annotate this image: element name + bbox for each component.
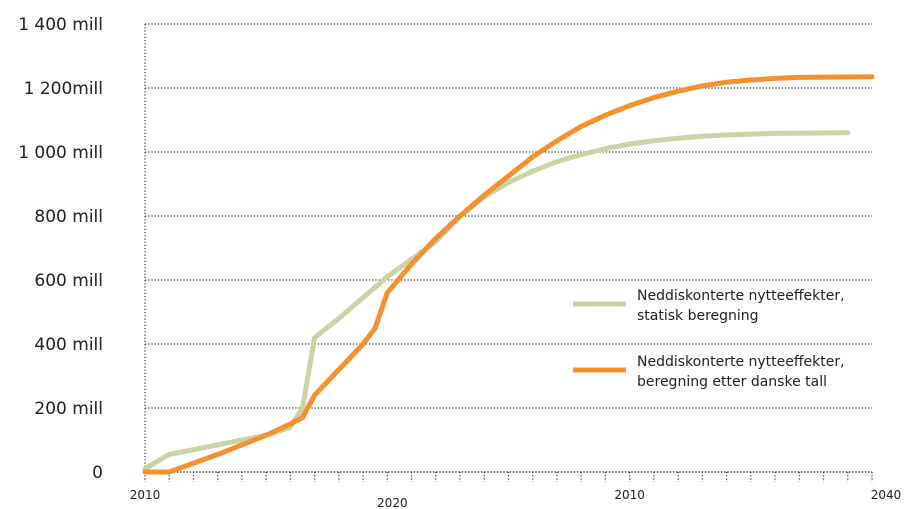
y-tick-label: 800 mill: [34, 207, 103, 227]
legend-label: Neddiskonterte nytteeffekter,: [637, 354, 845, 370]
legend-item-0: Neddiskonterte nytteeffekter, statisk ber…: [573, 288, 845, 324]
legend-label: beregning etter danske tall: [637, 374, 827, 390]
y-tick-label: 0: [92, 463, 103, 483]
series-line-1: [142, 74, 875, 475]
legend-item-1: Neddiskonterte nytteeffekter, beregning e…: [573, 354, 845, 390]
y-tick-label: 1 200mill: [24, 79, 103, 99]
legend: Neddiskonterte nytteeffekter, statisk ber…: [573, 288, 845, 390]
y-tick-label: 200 mill: [34, 399, 103, 419]
x-tick-label: 2010: [130, 488, 161, 502]
chart-lines: [142, 74, 875, 475]
y-tick-label: 600 mill: [34, 271, 103, 291]
x-tick-label: 2020: [377, 496, 408, 509]
chart-grid: [144, 23, 872, 473]
legend-label: statisk beregning: [637, 308, 759, 324]
y-axis-labels: 0 200 mill 400 mill 600 mill 800 mill 1 000 m…: [18, 15, 103, 483]
legend-label: Neddiskonterte nytteeffekter,: [637, 288, 845, 304]
x-axis: 2010 2020 2010 2040: [130, 471, 902, 509]
x-tick-label: 2040: [871, 488, 902, 502]
y-tick-label: 1 400 mill: [18, 15, 103, 35]
x-tick-label: 2010: [614, 488, 645, 502]
y-tick-label: 1 000 mill: [18, 143, 103, 163]
y-tick-label: 400 mill: [34, 335, 103, 355]
